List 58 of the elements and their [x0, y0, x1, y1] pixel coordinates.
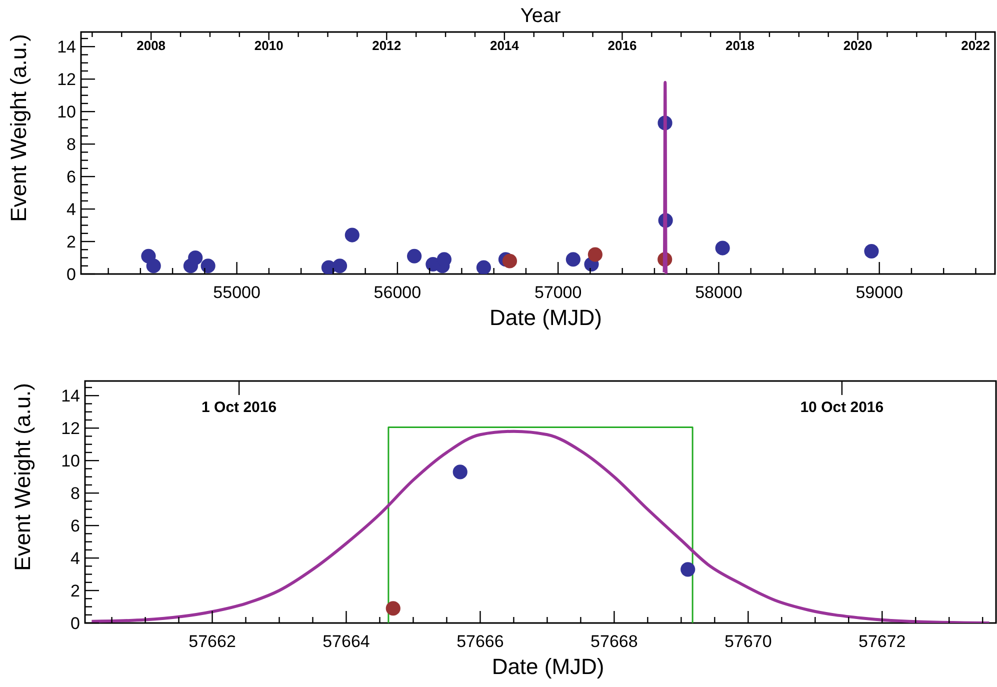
y-tick-label: 2	[66, 232, 76, 252]
y-tick-label: 0	[66, 265, 76, 284]
x2-tick-label: 2016	[608, 38, 637, 53]
y-axis-title: Event Weight (a.u.)	[6, 34, 31, 222]
x-tick-label: 55000	[213, 283, 260, 302]
x2-tick-label: 2020	[843, 38, 872, 53]
y-tick-label: 8	[70, 484, 80, 504]
x2-tick-label: 2008	[136, 38, 166, 53]
x2-tick-label: 2018	[726, 38, 754, 53]
y-tick-label: 10	[61, 452, 80, 471]
y-tick-label: 4	[70, 549, 80, 568]
x-axis-title: Date (MJD)	[492, 654, 604, 679]
y-tick-label: 8	[66, 135, 76, 154]
point	[332, 258, 348, 274]
y-tick-label: 4	[66, 200, 76, 220]
x2-tick-label: 2014	[490, 38, 520, 53]
x2-tick-label: 2010	[254, 38, 284, 53]
x-tick-label: 57666	[456, 632, 504, 651]
point	[502, 254, 518, 268]
point	[200, 258, 216, 274]
y-tick-label: 12	[57, 70, 76, 90]
x-tick-label: 57672	[858, 632, 906, 651]
point	[407, 248, 422, 264]
y-tick-label: 14	[61, 386, 80, 406]
y-tick-label: 2	[70, 582, 80, 601]
x2-tick-label: 1 Oct 2016	[202, 399, 277, 416]
y-tick-label: 12	[61, 419, 80, 438]
x2-tick-label: 2022	[961, 38, 990, 53]
x2-tick-label: 10 Oct 2016	[800, 399, 884, 416]
point	[864, 244, 879, 259]
x-tick-label: 57662	[188, 632, 236, 651]
y-tick-label: 14	[57, 38, 76, 57]
point	[188, 250, 203, 266]
point	[146, 258, 161, 274]
point	[680, 562, 696, 577]
x-tick-label: 59000	[856, 283, 903, 302]
x2-axis-title: Year	[520, 5, 562, 27]
x-tick-label: 57664	[322, 632, 370, 651]
point	[386, 601, 400, 616]
point	[344, 228, 360, 242]
x-tick-label: 58000	[695, 283, 742, 302]
point	[566, 252, 580, 267]
x2-tick-label: 2012	[372, 38, 402, 53]
point	[588, 247, 602, 262]
x-tick-label: 57668	[590, 632, 638, 651]
x-axis-title: Date (MJD)	[490, 305, 602, 330]
point	[452, 464, 468, 480]
line-series	[90, 430, 991, 623]
y-tick-label: 6	[70, 516, 80, 536]
point	[476, 260, 492, 274]
point	[715, 240, 730, 256]
x-tick-label: 56000	[374, 283, 422, 302]
y-tick-label: 10	[57, 102, 76, 122]
y-axis-title: Event Weight (a.u.)	[10, 383, 35, 571]
x-tick-label: 57670	[724, 632, 772, 651]
y-tick-label: 6	[66, 168, 76, 187]
y-tick-label: 0	[70, 614, 80, 633]
x-tick-label: 57000	[534, 283, 582, 302]
